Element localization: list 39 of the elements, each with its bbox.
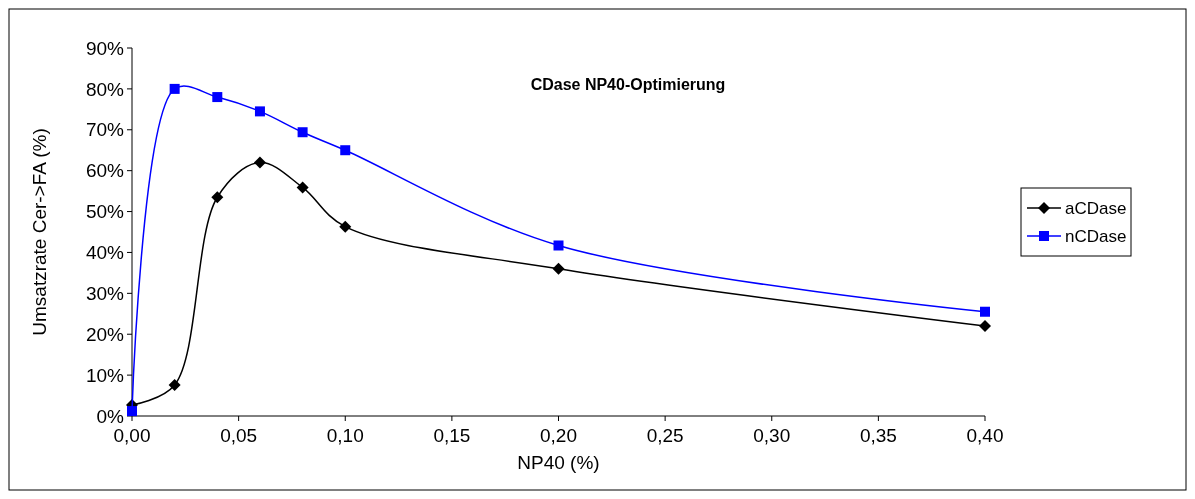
- y-tick-label: 30%: [85, 282, 125, 304]
- y-tick-label: 20%: [85, 323, 125, 345]
- y-tick-label: 80%: [85, 78, 125, 100]
- point: [340, 145, 351, 156]
- y-tick-label: 70%: [85, 119, 125, 141]
- point: [168, 378, 181, 391]
- legend-label: aCDase: [1065, 198, 1127, 218]
- point: [552, 262, 565, 275]
- x-tick-label: 0,05: [220, 425, 258, 446]
- y-tick-label: 50%: [85, 201, 125, 223]
- point: [980, 306, 990, 317]
- y-tick-label: 60%: [85, 160, 125, 182]
- point: [297, 127, 308, 138]
- point: [211, 191, 224, 204]
- y-tick-label: 40%: [85, 242, 125, 264]
- point: [254, 106, 265, 117]
- point: [212, 92, 223, 103]
- point: [339, 220, 352, 233]
- y-tick-label: 90%: [85, 37, 125, 59]
- x-tick-label: 0,35: [859, 425, 897, 446]
- point: [169, 83, 180, 94]
- point: [296, 181, 309, 194]
- x-tick-label: 0,15: [433, 425, 471, 446]
- legend-label: nCDase: [1065, 226, 1127, 246]
- text: CDase NP40-Optimierung: [530, 76, 726, 93]
- point: [127, 406, 137, 417]
- x-tick-label: 0,30: [753, 425, 791, 446]
- x-tick-label: 0,25: [646, 425, 684, 446]
- x-axis-title: NP40 (%): [517, 452, 600, 473]
- x-tick-label: 0,10: [326, 425, 364, 446]
- x-tick-label: 0,20: [540, 425, 577, 446]
- y-axis-title: Umsatzrate Cer->FA (%): [29, 128, 50, 336]
- y-tick-label: 0%: [96, 405, 125, 427]
- point: [979, 320, 991, 333]
- y-tick-label: 10%: [85, 364, 125, 386]
- point: [553, 240, 564, 251]
- point: [253, 156, 266, 169]
- x-tick-label: 0,40: [966, 425, 1004, 446]
- x-tick-label: 0,00: [113, 425, 151, 446]
